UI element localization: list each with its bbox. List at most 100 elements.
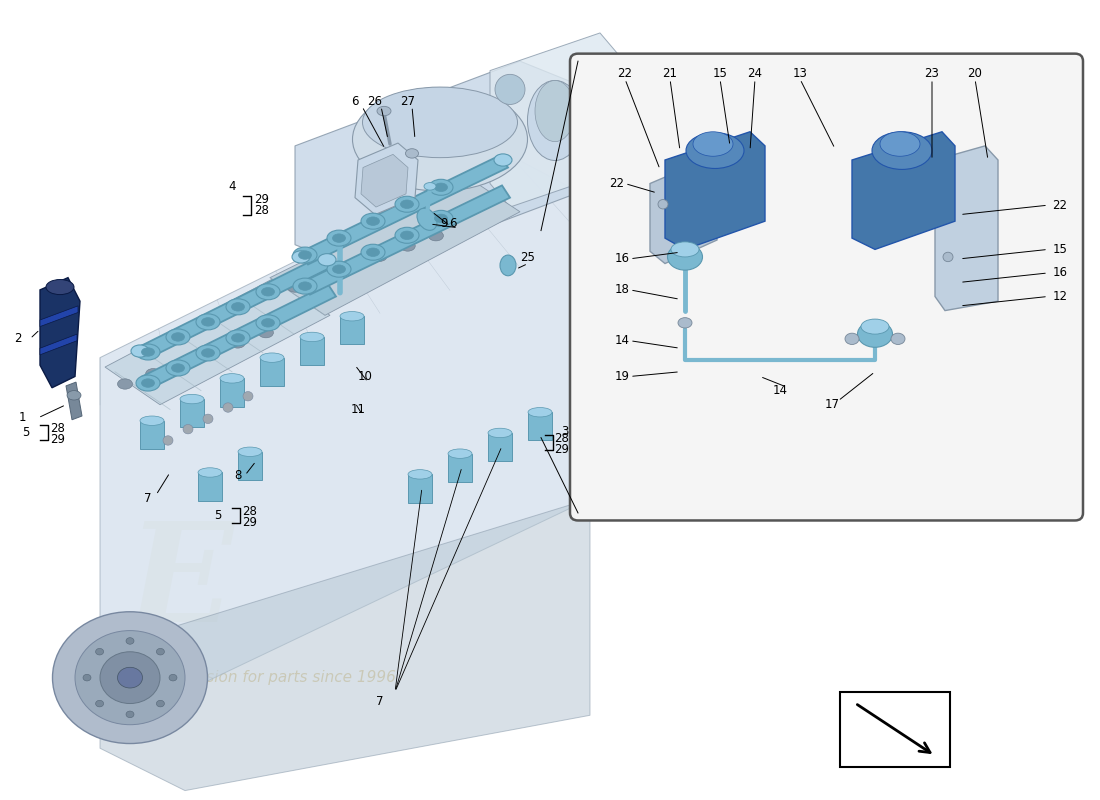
Text: 15: 15 bbox=[1053, 243, 1067, 256]
Text: 24: 24 bbox=[748, 67, 762, 80]
Ellipse shape bbox=[220, 374, 244, 383]
Ellipse shape bbox=[668, 244, 703, 270]
Ellipse shape bbox=[400, 200, 414, 209]
Polygon shape bbox=[104, 278, 330, 405]
Text: 19: 19 bbox=[615, 370, 629, 383]
Text: 17: 17 bbox=[825, 398, 839, 411]
Ellipse shape bbox=[434, 214, 448, 222]
Ellipse shape bbox=[231, 302, 244, 311]
Ellipse shape bbox=[891, 333, 905, 345]
Ellipse shape bbox=[406, 149, 418, 158]
Polygon shape bbox=[40, 306, 78, 326]
Polygon shape bbox=[666, 132, 764, 250]
Polygon shape bbox=[650, 160, 717, 263]
Ellipse shape bbox=[417, 208, 437, 230]
Ellipse shape bbox=[118, 379, 132, 389]
Ellipse shape bbox=[238, 447, 262, 457]
Ellipse shape bbox=[142, 348, 154, 356]
Text: 21: 21 bbox=[662, 67, 678, 80]
Ellipse shape bbox=[131, 345, 149, 357]
Ellipse shape bbox=[226, 299, 250, 315]
Text: 7: 7 bbox=[376, 694, 384, 708]
Polygon shape bbox=[408, 474, 432, 502]
Text: 25: 25 bbox=[520, 251, 536, 264]
Text: 12: 12 bbox=[1053, 290, 1067, 303]
Text: 29: 29 bbox=[554, 443, 570, 456]
Ellipse shape bbox=[327, 261, 351, 277]
Ellipse shape bbox=[180, 394, 204, 404]
Text: 16: 16 bbox=[615, 252, 629, 266]
Ellipse shape bbox=[298, 282, 311, 290]
Ellipse shape bbox=[172, 333, 185, 341]
Text: 29: 29 bbox=[242, 516, 257, 529]
Ellipse shape bbox=[678, 318, 692, 328]
Ellipse shape bbox=[861, 319, 889, 334]
Ellipse shape bbox=[500, 255, 516, 276]
Text: 14: 14 bbox=[772, 384, 788, 397]
Ellipse shape bbox=[318, 254, 336, 266]
Ellipse shape bbox=[287, 282, 303, 292]
Polygon shape bbox=[528, 412, 552, 441]
Ellipse shape bbox=[488, 428, 512, 438]
Ellipse shape bbox=[96, 648, 103, 655]
Polygon shape bbox=[100, 499, 590, 790]
Ellipse shape bbox=[196, 314, 220, 330]
Bar bbox=[840, 692, 950, 767]
Ellipse shape bbox=[293, 278, 317, 294]
Text: 18: 18 bbox=[615, 283, 629, 296]
Ellipse shape bbox=[243, 391, 253, 401]
Polygon shape bbox=[198, 473, 222, 501]
Polygon shape bbox=[302, 186, 510, 294]
Ellipse shape bbox=[316, 272, 331, 282]
Ellipse shape bbox=[448, 449, 472, 458]
Ellipse shape bbox=[140, 416, 164, 426]
Ellipse shape bbox=[96, 700, 103, 707]
Ellipse shape bbox=[46, 279, 74, 294]
Polygon shape bbox=[220, 378, 244, 406]
Text: 22: 22 bbox=[609, 177, 625, 190]
Ellipse shape bbox=[858, 321, 892, 347]
Ellipse shape bbox=[352, 87, 528, 191]
Ellipse shape bbox=[172, 364, 185, 372]
Ellipse shape bbox=[408, 470, 432, 479]
Ellipse shape bbox=[136, 344, 160, 360]
Text: 6: 6 bbox=[449, 217, 456, 230]
Text: 28: 28 bbox=[254, 204, 270, 218]
Ellipse shape bbox=[395, 227, 419, 243]
Ellipse shape bbox=[872, 132, 932, 170]
Polygon shape bbox=[448, 454, 472, 482]
Ellipse shape bbox=[528, 81, 583, 161]
Polygon shape bbox=[935, 146, 998, 310]
Ellipse shape bbox=[169, 674, 177, 681]
Ellipse shape bbox=[395, 196, 419, 212]
Text: 6: 6 bbox=[351, 95, 359, 108]
Ellipse shape bbox=[943, 252, 953, 262]
Text: 7: 7 bbox=[144, 492, 152, 506]
Ellipse shape bbox=[262, 287, 275, 296]
Text: a passion for parts since 1996: a passion for parts since 1996 bbox=[165, 670, 395, 685]
Text: 15: 15 bbox=[713, 67, 727, 80]
Polygon shape bbox=[355, 143, 418, 214]
Ellipse shape bbox=[75, 630, 185, 725]
Polygon shape bbox=[852, 132, 955, 250]
Text: E: E bbox=[128, 517, 233, 650]
Ellipse shape bbox=[366, 217, 379, 226]
Polygon shape bbox=[295, 61, 590, 273]
Text: 8: 8 bbox=[234, 469, 242, 482]
Text: 26: 26 bbox=[367, 95, 383, 108]
Ellipse shape bbox=[429, 210, 453, 226]
Ellipse shape bbox=[494, 154, 512, 166]
Ellipse shape bbox=[363, 87, 517, 158]
Ellipse shape bbox=[262, 318, 275, 327]
Ellipse shape bbox=[361, 213, 385, 229]
Text: 22: 22 bbox=[1053, 198, 1067, 212]
Ellipse shape bbox=[292, 251, 310, 263]
Ellipse shape bbox=[429, 179, 453, 195]
Ellipse shape bbox=[327, 230, 351, 246]
Ellipse shape bbox=[671, 242, 698, 257]
Ellipse shape bbox=[372, 251, 387, 262]
Ellipse shape bbox=[845, 333, 859, 345]
Ellipse shape bbox=[361, 244, 385, 260]
Ellipse shape bbox=[400, 241, 415, 251]
Text: 22: 22 bbox=[617, 67, 632, 80]
